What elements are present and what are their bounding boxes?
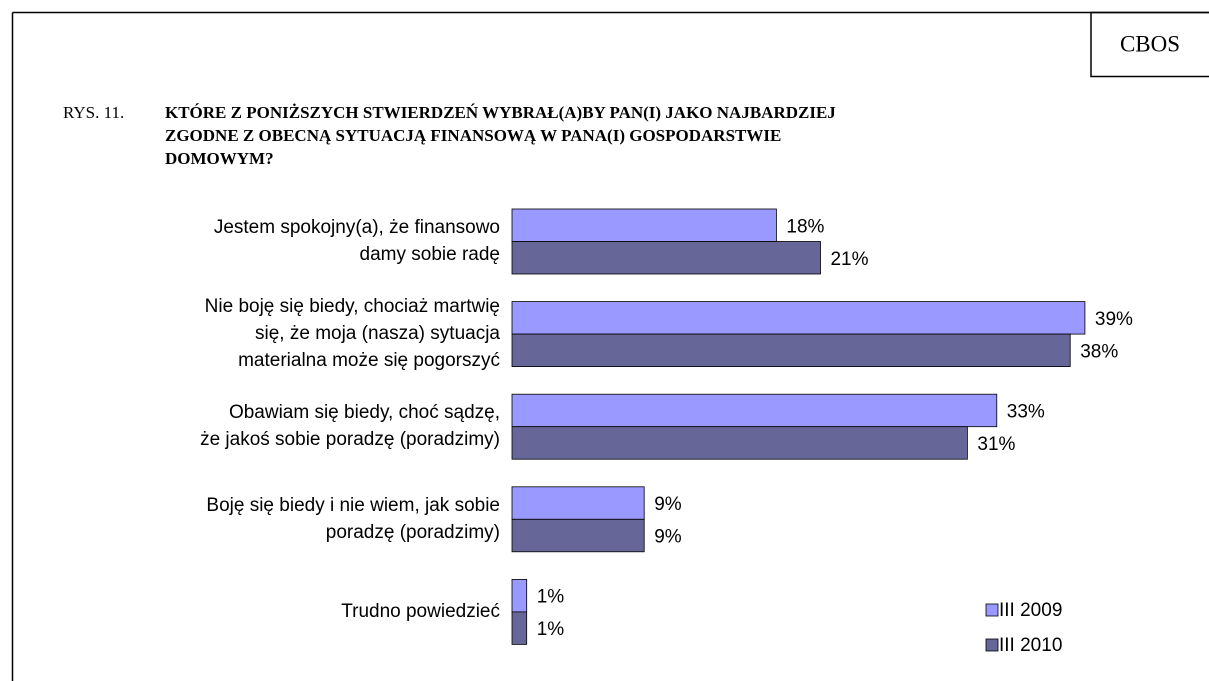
value-label: 1%: [537, 587, 565, 608]
value-label: 18%: [786, 216, 824, 237]
source-box: [1090, 11, 1209, 78]
bar: [511, 486, 645, 520]
bar: [511, 301, 1086, 335]
bar: [511, 393, 998, 428]
chart-title: KTÓRE Z PONIŻSZYCH STWIERDZEŃ WYBRAŁ(A)B…: [165, 103, 836, 168]
category-label: Jestem spokojny(a), że finansowo damy sob…: [214, 217, 500, 265]
category-label: Trudno powiedzieć: [341, 601, 500, 622]
value-label: 1%: [537, 619, 565, 640]
bar: [511, 579, 528, 613]
bar: [511, 241, 821, 275]
legend-swatch: [985, 603, 999, 617]
figure-label: RYS. 11.: [63, 103, 124, 122]
value-label: 9%: [654, 494, 682, 515]
category-label: Boję się biedy i nie wiem, jak sobie pora…: [206, 495, 500, 543]
bar: [511, 611, 528, 645]
bar: [511, 333, 1071, 368]
legend-swatch: [985, 638, 999, 652]
category-label: Obawiam się biedy, choć sądzę, że jakoś s…: [200, 402, 500, 450]
value-label: 33%: [1007, 401, 1045, 422]
value-label: 38%: [1080, 341, 1118, 362]
value-label: 9%: [654, 527, 682, 548]
bar: [511, 426, 968, 460]
bar: [511, 208, 777, 242]
value-label: 39%: [1095, 309, 1133, 330]
category-label: Nie boję się biedy, chociaż martwię się, …: [205, 296, 501, 371]
legend-label: III 2009: [999, 600, 1062, 621]
value-label: 31%: [977, 434, 1015, 455]
value-label: 21%: [830, 249, 868, 270]
bar: [511, 518, 645, 553]
source: CBOS: [1120, 31, 1180, 56]
legend-label: III 2010: [999, 635, 1062, 656]
